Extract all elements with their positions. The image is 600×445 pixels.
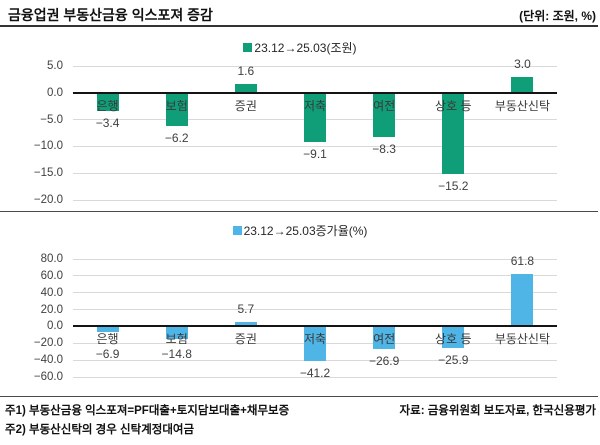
- bar: [304, 92, 326, 142]
- category-label: 은행: [96, 332, 119, 347]
- bar: [96, 326, 119, 333]
- category-label: 저축: [303, 98, 327, 113]
- y-tick-label: 5.0: [47, 60, 63, 72]
- category-label: 저축: [303, 332, 327, 347]
- gridline: [73, 258, 557, 260]
- footnote-1: 주1) 부동산금융 익스포져=PF대출+토지담보대출+채무보증: [5, 405, 290, 417]
- category-label: 증권: [234, 332, 257, 347]
- bar: [511, 274, 534, 327]
- legend-swatch-blue: [232, 226, 242, 235]
- bar: [234, 84, 257, 93]
- zero-axis-line: [73, 91, 557, 94]
- unit-label: (단위: 조원, %): [519, 9, 596, 23]
- y-tick-label: −60.0: [33, 371, 63, 383]
- title-divider: [0, 25, 598, 27]
- bar-value-label: −9.1: [303, 146, 327, 161]
- bar: [96, 92, 119, 112]
- bar: [373, 326, 396, 350]
- bar-value-label: −6.9: [95, 347, 120, 362]
- legend-swatch-green: [243, 43, 253, 52]
- legend-bottom-chart: 23.12→25.03증가율(%): [0, 222, 600, 239]
- category-label: 여전: [373, 98, 396, 113]
- legend-top-chart: 23.12→25.03(조원): [0, 39, 600, 56]
- bar: [511, 76, 534, 93]
- bar-value-label: −15.2: [438, 179, 469, 194]
- footnote-2: 주2) 부동산신탁의 경우 신탁계정대여금: [5, 424, 195, 436]
- chart-divider: [0, 211, 598, 212]
- gridline: [73, 292, 557, 294]
- bar-value-label: −14.8: [161, 347, 192, 362]
- bar: [442, 92, 465, 175]
- bar: [373, 92, 396, 138]
- bar-value-label: −25.9: [438, 353, 469, 368]
- bar-value-label: −3.4: [95, 116, 120, 131]
- y-tick-label: −10.0: [33, 140, 63, 153]
- category-label: 은행: [96, 98, 119, 113]
- legend-label: 23.12→25.03(조원): [254, 41, 357, 55]
- y-tick-label: −5.0: [40, 113, 63, 126]
- bar-value-label: 3.0: [514, 56, 531, 71]
- gridline: [73, 309, 557, 311]
- y-tick-label: −20.0: [33, 337, 63, 350]
- gridline: [73, 145, 557, 147]
- y-tick-label: −15.0: [33, 167, 63, 180]
- category-label: 부동산신탁: [494, 98, 551, 113]
- category-label: 상호 등: [435, 332, 472, 347]
- y-tick-label: 0.0: [47, 320, 63, 333]
- bar-value-label: −6.2: [164, 131, 189, 146]
- bar-value-label: −26.9: [368, 354, 400, 369]
- footer-divider: [0, 396, 598, 397]
- category-label: 보험: [165, 98, 188, 113]
- zero-axis-line: [73, 325, 557, 328]
- exposure-change-plot: 5.0 0.0 −5.0 −10.0 −15.0 −20.0 −3.4 은행 −6.2 보험 1.6…: [34, 57, 557, 206]
- gridline: [73, 275, 557, 277]
- bar-value-label: 1.6: [237, 64, 255, 79]
- page-title: 금융업권 부동산금융 익스포져 증감: [8, 7, 213, 23]
- growth-rate-plot: 80.0 60.0 40.0 20.0 0.0 −20.0 −40.0 −60.0 −6.9 은행…: [34, 253, 557, 383]
- bar-value-label: 61.8: [510, 254, 535, 269]
- bar-value-label: −8.3: [372, 142, 396, 157]
- category-label: 부동산신탁: [494, 332, 551, 347]
- bar-value-label: 5.7: [237, 301, 255, 316]
- y-tick-label: −40.0: [33, 354, 63, 367]
- y-tick-label: 20.0: [40, 303, 63, 316]
- bar-value-label: −41.2: [299, 366, 331, 381]
- y-tick-label: 60.0: [40, 269, 63, 282]
- bar: [165, 326, 188, 339]
- bar: [304, 326, 326, 362]
- source-label: 자료: 금융위원회 보도자료, 한국신용평가: [399, 405, 596, 417]
- category-label: 증권: [234, 98, 257, 113]
- category-label: 여전: [373, 332, 396, 347]
- gridline: [73, 199, 557, 201]
- bar: [234, 321, 257, 327]
- y-tick-label: 80.0: [40, 253, 63, 265]
- gridline: [73, 376, 557, 378]
- gridline: [73, 65, 557, 67]
- gridline: [73, 172, 557, 174]
- bar: [165, 92, 188, 127]
- category-label: 상호 등: [435, 98, 472, 113]
- y-tick-label: −20.0: [33, 194, 63, 206]
- bar: [442, 326, 465, 349]
- y-tick-label: 40.0: [40, 286, 63, 299]
- legend-label: 23.12→25.03증가율(%): [243, 224, 368, 238]
- category-label: 보험: [165, 332, 188, 347]
- y-tick-label: 0.0: [47, 86, 63, 99]
